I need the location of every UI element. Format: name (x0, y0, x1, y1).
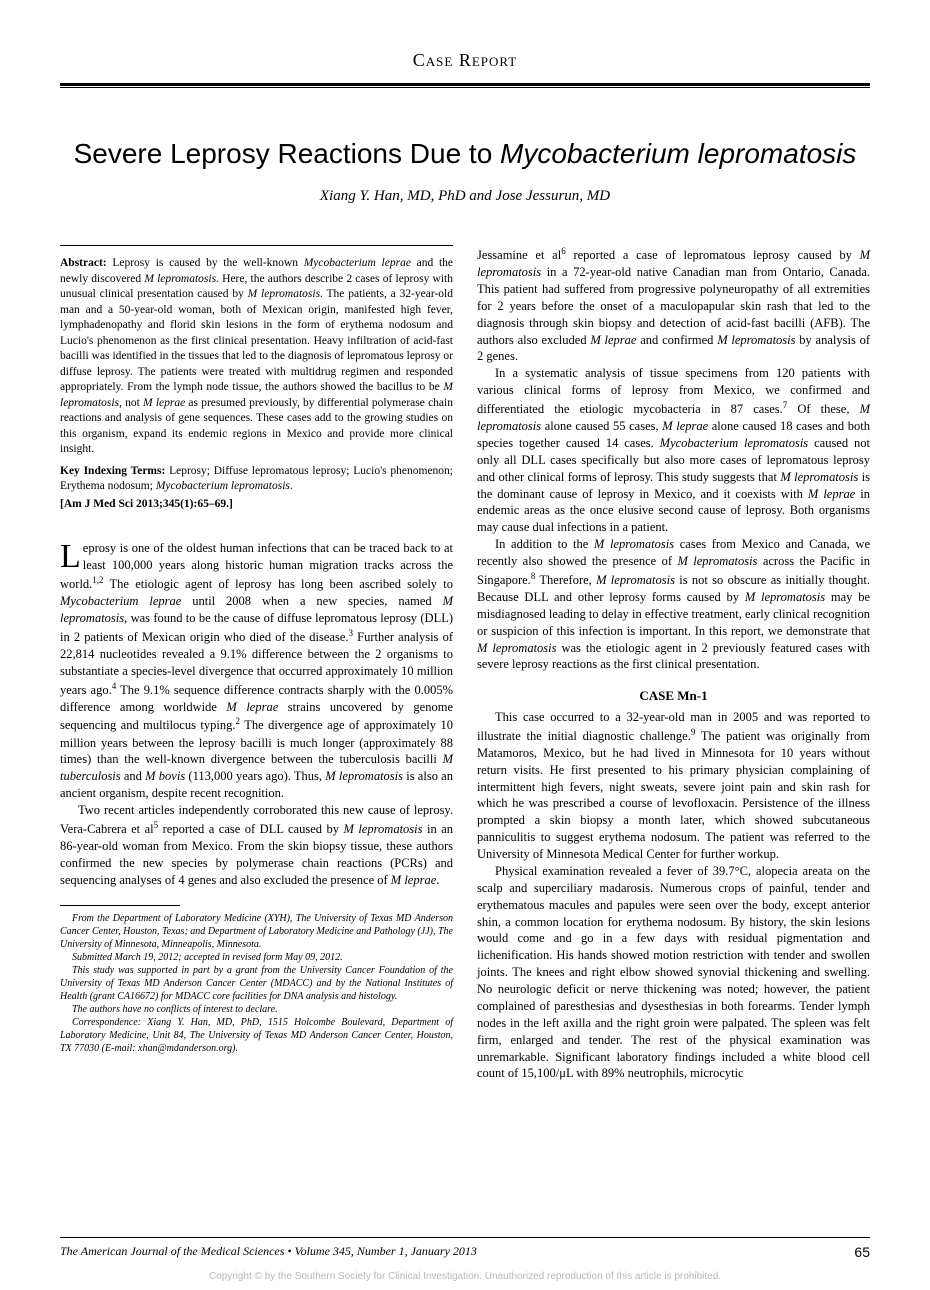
right-column: Jessamine et al6 reported a case of lepr… (477, 245, 870, 1082)
title-plain: Severe Leprosy Reactions Due to (74, 138, 500, 169)
authors: Xiang Y. Han, MD, PhD and Jose Jessurun,… (60, 188, 870, 205)
case-heading: CASE Mn-1 (477, 687, 870, 705)
abstract-rule (60, 245, 453, 246)
article-title: Severe Leprosy Reactions Due to Mycobact… (60, 138, 870, 170)
left-column: Abstract: Leprosy is caused by the well-… (60, 245, 453, 1082)
header-rule-thin (60, 87, 870, 88)
key-terms-label: Key Indexing Terms: (60, 465, 165, 477)
section-label: Case Report (60, 50, 870, 75)
abstract-label: Abstract: (60, 257, 107, 269)
title-italic: Mycobacterium lepromatosis (500, 138, 856, 169)
header-rule-thick (60, 83, 870, 86)
col2-body: Jessamine et al6 reported a case of lepr… (477, 245, 870, 673)
key-terms: Key Indexing Terms: Leprosy; Diffuse lep… (60, 464, 453, 495)
abstract-block: Abstract: Leprosy is caused by the well-… (60, 256, 453, 512)
header-section: Case Report (60, 50, 870, 75)
copyright: Copyright © by the Southern Society for … (60, 1271, 870, 1282)
columns: Abstract: Leprosy is caused by the well-… (60, 245, 870, 1082)
footer: The American Journal of the Medical Scie… (60, 1237, 870, 1260)
page-number: 65 (854, 1244, 870, 1260)
footnotes: From the Department of Laboratory Medici… (60, 912, 453, 1055)
case-body: This case occurred to a 32-year-old man … (477, 709, 870, 1082)
col1-body: Leprosy is one of the oldest human infec… (60, 540, 453, 888)
footer-journal: The American Journal of the Medical Scie… (60, 1244, 477, 1260)
footnote-rule (60, 905, 180, 906)
abstract-text: Leprosy is caused by the well-known Myco… (60, 257, 453, 455)
citation: [Am J Med Sci 2013;345(1):65–69.] (60, 497, 453, 513)
